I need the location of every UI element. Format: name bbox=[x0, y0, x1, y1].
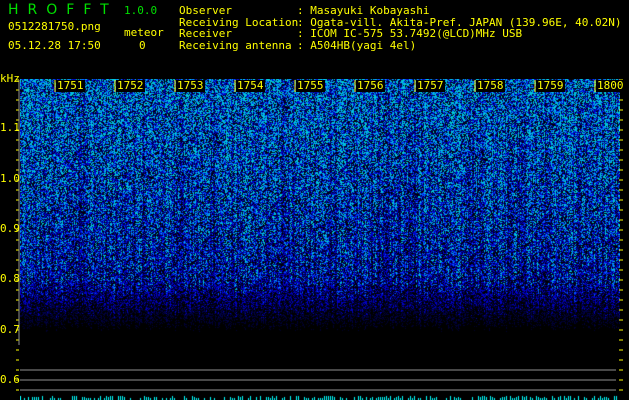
info-key: Receiver bbox=[179, 27, 232, 40]
time-tick-label: 1751 bbox=[56, 79, 85, 92]
version: 1.0.0 bbox=[124, 4, 158, 17]
y-tick-label: 0.6 bbox=[0, 373, 20, 386]
time-tick-label: 1800 bbox=[596, 79, 625, 92]
y-tick-label: 0.7 bbox=[0, 323, 20, 336]
y-tick-label: 1.0 bbox=[0, 172, 20, 185]
info-row: Receiving Location: Ogata-vill. Akita-Pr… bbox=[179, 15, 622, 29]
time-tick-label: 1756 bbox=[356, 79, 385, 92]
info-value: : ICOM IC-575 53.7492(@LCD)MHz USB bbox=[297, 27, 523, 40]
y-tick-label: 0.8 bbox=[0, 272, 20, 285]
info-key: Observer bbox=[179, 4, 232, 17]
station-info: Observer : Masayuki Kobayashi Receiving L… bbox=[179, 5, 622, 51]
time-tick-label: 1753 bbox=[176, 79, 205, 92]
time-tick-label: 1757 bbox=[416, 79, 445, 92]
datetime: 05.12.28 17:50 bbox=[8, 39, 101, 52]
info-row: Receiver : ICOM IC-575 53.7492(@LCD)MHz U… bbox=[179, 28, 622, 40]
info-value: : Masayuki Kobayashi bbox=[297, 4, 430, 17]
time-tick-label: 1758 bbox=[476, 79, 505, 92]
info-value: : A504HB(yagi 4el) bbox=[297, 38, 417, 52]
info-value: : Ogata-vill. Akita-Pref. JAPAN (139.96E… bbox=[297, 15, 622, 29]
time-tick-label: 1754 bbox=[236, 79, 265, 92]
info-key: Receiving Location bbox=[179, 15, 299, 29]
y-tick-label: 1.1 bbox=[0, 121, 20, 134]
y-axis-unit: kHz bbox=[0, 72, 20, 85]
y-tick-label: 0.9 bbox=[0, 222, 20, 235]
time-tick-label: 1759 bbox=[536, 79, 565, 92]
info-row: Observer : Masayuki Kobayashi bbox=[179, 5, 622, 17]
info-key: Receiving antenna bbox=[179, 38, 292, 52]
spectrogram bbox=[20, 79, 620, 400]
info-row: Receiving antenna : A504HB(yagi 4el) bbox=[179, 38, 622, 52]
filename: 0512281750.png bbox=[8, 20, 101, 33]
time-tick-label: 1752 bbox=[116, 79, 145, 92]
time-tick-label: 1755 bbox=[296, 79, 325, 92]
app-title: HROFFT bbox=[8, 2, 118, 18]
meteor-label: meteor bbox=[124, 26, 164, 39]
meteor-count: 0 bbox=[139, 39, 146, 52]
